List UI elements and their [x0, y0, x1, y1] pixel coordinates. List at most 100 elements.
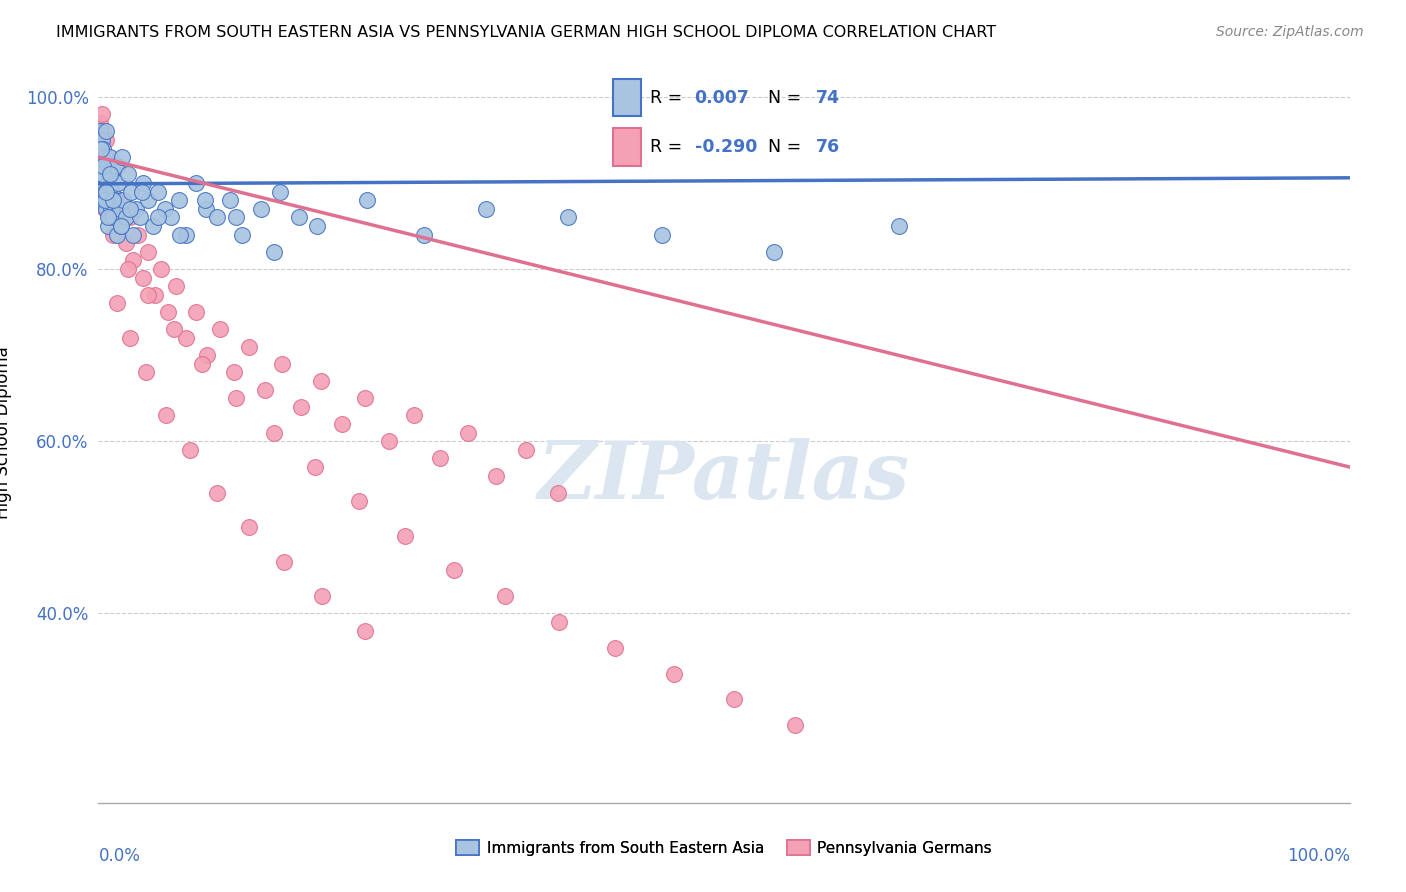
- Legend: Immigrants from South Eastern Asia, Pennsylvania Germans: Immigrants from South Eastern Asia, Penn…: [450, 834, 998, 862]
- Point: [120, 185, 142, 199]
- Point: [97, 150, 120, 164]
- Point: [153, 202, 176, 216]
- Text: 76: 76: [815, 137, 839, 156]
- Point: [115, 236, 138, 251]
- Point: [103, 211, 125, 225]
- Point: [269, 185, 291, 199]
- Point: [107, 159, 129, 173]
- Point: [135, 365, 157, 379]
- Point: [103, 227, 125, 242]
- Point: [238, 520, 260, 534]
- Point: [167, 193, 190, 207]
- Point: [169, 227, 191, 242]
- Point: [650, 227, 672, 242]
- Point: [250, 202, 273, 216]
- Point: [184, 176, 207, 190]
- Point: [763, 244, 786, 259]
- Point: [89, 124, 111, 138]
- Point: [412, 227, 434, 242]
- Point: [354, 391, 377, 405]
- Point: [96, 193, 118, 207]
- Point: [195, 202, 218, 216]
- Point: [494, 589, 516, 603]
- Y-axis label: High School Diploma: High School Diploma: [0, 346, 11, 519]
- Point: [548, 615, 571, 629]
- Text: 0.007: 0.007: [695, 88, 749, 106]
- Point: [271, 357, 294, 371]
- Point: [98, 167, 121, 181]
- Point: [160, 211, 183, 225]
- Point: [174, 227, 197, 242]
- Point: [785, 718, 807, 732]
- Point: [93, 167, 115, 181]
- Point: [90, 150, 112, 164]
- Point: [98, 211, 121, 225]
- Point: [104, 202, 127, 216]
- Point: [332, 417, 354, 431]
- Point: [93, 159, 115, 173]
- Point: [93, 202, 115, 216]
- Point: [287, 211, 309, 225]
- Point: [96, 193, 118, 207]
- Point: [94, 133, 117, 147]
- Point: [443, 563, 465, 577]
- Text: R =: R =: [650, 88, 688, 106]
- Point: [304, 460, 326, 475]
- Point: [148, 211, 170, 225]
- Point: [557, 211, 579, 225]
- Point: [115, 211, 138, 225]
- Point: [457, 425, 479, 440]
- Point: [93, 185, 115, 199]
- Point: [222, 365, 245, 379]
- Point: [195, 348, 218, 362]
- Point: [148, 185, 170, 199]
- Point: [90, 176, 112, 190]
- Point: [122, 227, 145, 242]
- Point: [105, 227, 128, 242]
- Point: [117, 167, 139, 181]
- Point: [165, 279, 187, 293]
- Point: [207, 211, 229, 225]
- Point: [94, 176, 117, 190]
- Point: [354, 624, 377, 638]
- FancyBboxPatch shape: [613, 78, 641, 117]
- Point: [127, 227, 149, 242]
- Point: [93, 193, 115, 207]
- Point: [93, 185, 115, 199]
- Text: R =: R =: [650, 137, 688, 156]
- Point: [225, 211, 247, 225]
- Point: [90, 142, 112, 156]
- Point: [218, 193, 240, 207]
- Point: [96, 159, 118, 173]
- Point: [107, 176, 129, 190]
- Point: [89, 116, 111, 130]
- Point: [238, 339, 260, 353]
- Point: [91, 167, 114, 181]
- Point: [111, 150, 134, 164]
- Point: [118, 211, 141, 225]
- Point: [155, 409, 177, 423]
- Point: [93, 150, 115, 164]
- Point: [515, 442, 537, 457]
- FancyBboxPatch shape: [613, 128, 641, 166]
- Point: [263, 244, 285, 259]
- Point: [91, 133, 114, 147]
- Point: [112, 193, 135, 207]
- Point: [225, 391, 247, 405]
- Point: [97, 176, 120, 190]
- Point: [723, 692, 745, 706]
- Point: [94, 185, 117, 199]
- Point: [103, 193, 125, 207]
- Point: [194, 193, 217, 207]
- Text: Source: ZipAtlas.com: Source: ZipAtlas.com: [1216, 25, 1364, 39]
- Point: [117, 262, 139, 277]
- Point: [110, 219, 132, 233]
- Point: [105, 296, 128, 310]
- Point: [91, 193, 114, 207]
- Point: [889, 219, 911, 233]
- Point: [91, 107, 114, 121]
- Point: [157, 305, 180, 319]
- Point: [122, 253, 145, 268]
- Point: [90, 167, 112, 181]
- Point: [547, 486, 569, 500]
